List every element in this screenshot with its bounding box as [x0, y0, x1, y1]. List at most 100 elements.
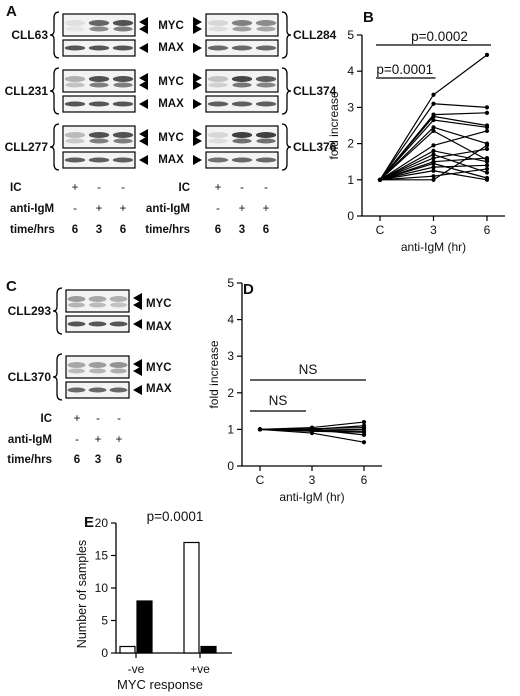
- data-point: [257, 427, 263, 432]
- blot-cll293: CLL293: [8, 287, 142, 335]
- condition-value: 3: [239, 224, 245, 236]
- data-point: [431, 101, 436, 106]
- blot-band: [113, 138, 133, 144]
- myc-arrow-icon: [139, 80, 148, 90]
- blot-band: [255, 76, 277, 82]
- condition-value: +: [215, 182, 222, 194]
- blot-band: [112, 157, 134, 163]
- blot-band: [231, 157, 253, 163]
- max-arrow-icon: [193, 99, 202, 109]
- myc-arrow-icon: [193, 80, 202, 90]
- blot-band: [113, 26, 133, 32]
- condition-value: +: [120, 203, 127, 215]
- y-tick-label: 4: [227, 313, 234, 327]
- blot-band: [64, 20, 86, 26]
- condition-row-label: time/hrs: [145, 224, 190, 236]
- data-point: [361, 419, 367, 425]
- data-point: [431, 174, 436, 179]
- blot-band: [64, 45, 86, 51]
- sample-label: CLL374: [293, 84, 337, 98]
- condition-row-label: anti-IgM: [8, 434, 52, 446]
- blot-band: [89, 26, 109, 32]
- y-tick-label: 5: [347, 28, 354, 42]
- blot-band: [67, 387, 86, 393]
- band-label-max: MAX: [146, 321, 172, 333]
- blot-band: [88, 387, 107, 393]
- sample-brace: [49, 123, 60, 171]
- sample-brace: [49, 67, 60, 115]
- myc-arrow-icon: [133, 293, 142, 303]
- blot-band: [207, 132, 229, 138]
- data-point: [484, 105, 490, 110]
- significance-label: p=0.0002: [411, 29, 468, 44]
- myc-arrow-icon: [139, 73, 148, 83]
- y-tick-label: 5: [101, 614, 108, 628]
- condition-value: 3: [95, 454, 101, 466]
- blot-band: [68, 368, 85, 374]
- band-label-myc: MYC: [158, 20, 184, 32]
- x-axis-label: MYC response: [117, 677, 203, 692]
- condition-row-label: IC: [41, 413, 53, 425]
- blot-cll370: CLL370: [8, 353, 142, 401]
- blot-band: [64, 76, 86, 82]
- blot-band: [109, 362, 128, 368]
- condition-value: +: [74, 413, 81, 425]
- blot-band: [110, 368, 127, 374]
- panel-label-e: E: [84, 514, 94, 531]
- blot-band: [208, 138, 228, 144]
- data-point: [431, 125, 436, 130]
- y-tick-label: 0: [101, 646, 108, 660]
- blot-band: [255, 157, 277, 163]
- x-tick-label: +ve: [190, 662, 210, 676]
- myc-blot-box: [65, 355, 130, 379]
- myc-arrow-icon: [133, 366, 142, 376]
- data-point: [484, 159, 490, 164]
- panel-label-b: B: [363, 9, 374, 26]
- data-point: [431, 143, 436, 148]
- myc-arrow-icon: [193, 136, 202, 146]
- sample-label: CLL376: [293, 140, 337, 154]
- blot-band: [67, 321, 86, 327]
- blot-band: [207, 45, 229, 51]
- blot-band: [89, 368, 106, 374]
- condition-value: 6: [116, 454, 122, 466]
- blot-cll376: CLL376: [193, 123, 337, 171]
- sample-label: CLL63: [11, 28, 48, 42]
- blot-band: [68, 302, 85, 308]
- blot-band: [89, 302, 106, 308]
- myc-arrow-icon: [193, 24, 202, 34]
- blot-band: [112, 20, 134, 26]
- condition-value: -: [121, 182, 125, 194]
- blot-band: [232, 138, 252, 144]
- condition-value: 6: [120, 224, 126, 236]
- y-tick-label: 1: [347, 173, 354, 187]
- blot-band: [255, 132, 277, 138]
- condition-value: -: [264, 182, 268, 194]
- data-point: [431, 168, 436, 173]
- condition-value: -: [96, 413, 100, 425]
- sample-label: CLL284: [293, 28, 337, 42]
- blot-band: [112, 76, 134, 82]
- condition-row-label: anti-IgM: [10, 203, 54, 215]
- panel-label-a: A: [6, 3, 17, 20]
- sample-label: CLL370: [8, 370, 52, 384]
- max-arrow-icon: [139, 99, 148, 109]
- blot-band: [256, 26, 276, 32]
- blot-band: [88, 101, 110, 107]
- significance-label: NS: [269, 393, 288, 408]
- condition-value: 6: [263, 224, 269, 236]
- x-tick-label: 3: [430, 223, 437, 237]
- blot-band: [113, 82, 133, 88]
- data-point: [484, 146, 490, 152]
- band-label-myc: MYC: [146, 362, 172, 374]
- blot-band: [232, 26, 252, 32]
- panel-label-c: C: [6, 278, 17, 295]
- blot-cll63: CLL63: [11, 11, 148, 59]
- y-tick-label: 4: [347, 64, 354, 78]
- blot-band: [88, 296, 107, 302]
- band-label-max: MAX: [158, 98, 184, 110]
- blot-band: [65, 82, 85, 88]
- x-tick-label: 3: [309, 473, 316, 487]
- myc-arrow-icon: [139, 17, 148, 27]
- y-tick-label: 0: [227, 459, 234, 473]
